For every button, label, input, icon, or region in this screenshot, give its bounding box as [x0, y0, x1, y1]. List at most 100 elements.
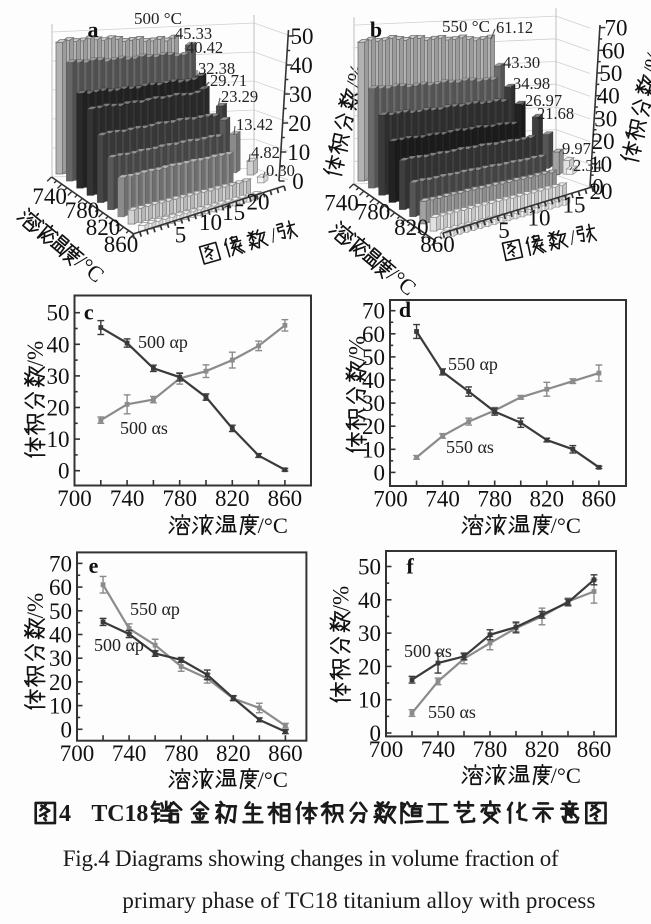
- svg-text:740: 740: [32, 184, 67, 209]
- svg-text:820: 820: [86, 215, 121, 240]
- svg-text:/%: /%: [23, 341, 48, 367]
- svg-text:15: 15: [563, 193, 586, 218]
- svg-text:0: 0: [58, 459, 70, 484]
- svg-text:700: 700: [373, 487, 408, 512]
- svg-text:20: 20: [362, 414, 385, 439]
- svg-text:820: 820: [525, 737, 560, 762]
- svg-text:40: 40: [47, 332, 70, 357]
- svg-text:21.68: 21.68: [537, 104, 574, 123]
- svg-text:13.42: 13.42: [236, 115, 273, 134]
- svg-text:0: 0: [370, 721, 382, 746]
- svg-text:50: 50: [358, 555, 381, 580]
- svg-text:23.29: 23.29: [221, 87, 258, 106]
- svg-text:500 αp: 500 αp: [138, 332, 188, 352]
- svg-text:c: c: [84, 300, 94, 325]
- svg-text:820: 820: [394, 215, 429, 240]
- svg-text:30: 30: [49, 646, 72, 671]
- svg-text:20: 20: [592, 129, 615, 154]
- svg-text:70: 70: [49, 551, 72, 576]
- svg-text:50: 50: [599, 61, 622, 86]
- svg-text:10: 10: [47, 427, 70, 452]
- svg-text:10: 10: [287, 140, 310, 165]
- svg-text:43.30: 43.30: [503, 53, 540, 72]
- svg-text:15: 15: [222, 200, 245, 225]
- svg-text:740: 740: [324, 191, 359, 216]
- svg-text:40: 40: [358, 588, 381, 613]
- svg-text:740: 740: [110, 486, 145, 511]
- svg-text:40: 40: [49, 623, 72, 648]
- svg-text:61.12: 61.12: [496, 18, 533, 37]
- svg-text:780: 780: [356, 200, 391, 225]
- svg-text:5: 5: [498, 218, 510, 243]
- svg-text:860: 860: [577, 737, 612, 762]
- svg-text:860: 860: [420, 232, 455, 257]
- svg-text:860: 860: [582, 487, 617, 512]
- svg-text:780: 780: [164, 741, 199, 766]
- svg-text:30: 30: [594, 106, 617, 131]
- svg-text:20: 20: [247, 190, 270, 215]
- svg-text:820: 820: [530, 487, 565, 512]
- svg-text:30: 30: [358, 621, 381, 646]
- svg-text:50: 50: [49, 599, 72, 624]
- svg-text:780: 780: [162, 486, 197, 511]
- svg-text:700: 700: [369, 737, 404, 762]
- svg-text:700: 700: [60, 741, 95, 766]
- svg-text:d: d: [399, 297, 411, 322]
- svg-text:/°C: /°C: [551, 763, 581, 788]
- svg-text:32.38: 32.38: [198, 59, 235, 78]
- svg-text:40: 40: [290, 53, 313, 78]
- svg-text:30: 30: [47, 364, 70, 389]
- svg-text:2.34: 2.34: [573, 156, 602, 175]
- svg-text:40: 40: [597, 84, 620, 109]
- svg-text:29.71: 29.71: [210, 71, 247, 90]
- svg-text:Fig.4 Diagrams showing change: Fig.4 Diagrams showing changes in volume…: [63, 846, 559, 871]
- svg-text:b: b: [370, 17, 382, 42]
- svg-text:700: 700: [57, 486, 92, 511]
- svg-text:10: 10: [589, 152, 612, 177]
- svg-text:10: 10: [528, 206, 551, 231]
- svg-text:860: 860: [104, 232, 139, 257]
- svg-text:20: 20: [288, 111, 311, 136]
- svg-text:10: 10: [358, 688, 381, 713]
- svg-text:TC18: TC18: [91, 801, 148, 827]
- svg-text:50: 50: [291, 24, 314, 49]
- svg-text:20: 20: [358, 654, 381, 679]
- svg-text:550 αp: 550 αp: [448, 354, 498, 374]
- svg-text:9.97: 9.97: [562, 139, 591, 158]
- svg-text:/°C: /°C: [551, 513, 581, 538]
- svg-text:70: 70: [605, 16, 628, 41]
- svg-text:a: a: [88, 17, 99, 42]
- svg-text:/%: /%: [345, 336, 370, 362]
- svg-text:550 αs: 550 αs: [446, 437, 494, 457]
- svg-text:550 αs: 550 αs: [428, 702, 476, 722]
- svg-text:20: 20: [590, 179, 613, 204]
- svg-text:20: 20: [49, 670, 72, 695]
- svg-text:780: 780: [477, 487, 512, 512]
- svg-text:e: e: [89, 553, 99, 578]
- svg-text:10: 10: [362, 437, 385, 462]
- svg-text:50: 50: [47, 301, 70, 326]
- svg-text:70: 70: [362, 299, 385, 324]
- svg-text:0: 0: [374, 460, 386, 485]
- svg-text:860: 860: [268, 741, 303, 766]
- svg-text:550 °C: 550 °C: [442, 17, 490, 36]
- svg-text:0: 0: [61, 717, 73, 742]
- svg-text:/°C: /°C: [258, 767, 288, 792]
- svg-text:45.33: 45.33: [175, 24, 212, 43]
- svg-text:500 αs: 500 αs: [120, 418, 168, 438]
- svg-text:500 αp: 500 αp: [94, 635, 144, 655]
- svg-text:820: 820: [215, 486, 250, 511]
- svg-text:/%: /%: [638, 47, 651, 76]
- svg-text:740: 740: [112, 741, 147, 766]
- svg-text:860: 860: [268, 486, 303, 511]
- svg-text:primary phase of TC18 titanium: primary phase of TC18 titanium alloy wit…: [122, 888, 595, 913]
- svg-text:/: /: [567, 225, 578, 250]
- svg-text:500 αs: 500 αs: [404, 641, 452, 661]
- svg-text:40.42: 40.42: [186, 38, 223, 57]
- svg-text:10: 10: [49, 694, 72, 719]
- svg-text:/%: /%: [329, 586, 354, 612]
- svg-text:0: 0: [592, 175, 604, 200]
- svg-text:26.97: 26.97: [525, 91, 562, 110]
- svg-text:40: 40: [362, 368, 385, 393]
- svg-text:0: 0: [292, 169, 304, 194]
